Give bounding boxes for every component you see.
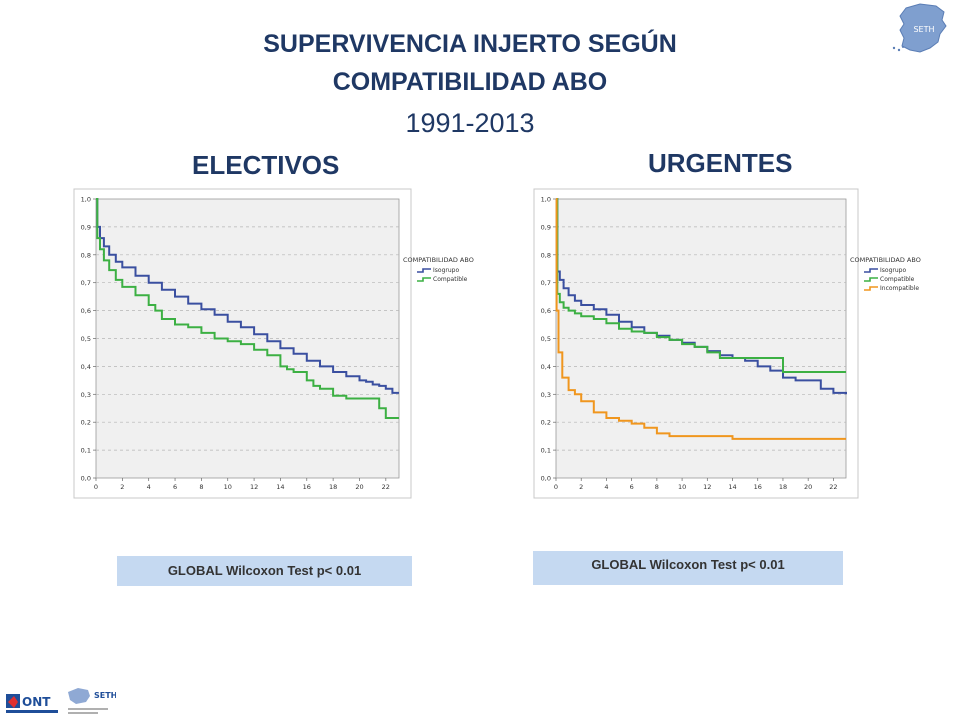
y-tick-label: 1,0 [81,196,91,204]
y-tick-label: 0,9 [541,223,551,231]
x-tick-label: 8 [199,483,203,491]
y-tick-label: 0,4 [81,363,91,371]
legend-title: COMPATIBILIDAD ABO [403,256,474,264]
y-tick-label: 0,0 [541,475,551,483]
legend-entry: Isogrupo [433,267,459,274]
wilcoxon-test-urgentes: GLOBAL Wilcoxon Test p< 0.01 [533,551,843,585]
period-subtitle: 1991-2013 [405,108,535,138]
x-tick-label: 2 [579,483,583,491]
y-tick-label: 0,1 [541,447,551,455]
y-tick-label: 0,4 [541,363,551,371]
x-tick-label: 14 [276,483,284,491]
legend-entry: Compatible [880,276,915,283]
x-tick-label: 4 [604,483,608,491]
map-logo-label: SETH [913,25,934,34]
seth-logo-label: SETH [94,691,116,700]
y-tick-label: 0,5 [81,335,91,343]
legend-swatch [417,277,431,282]
panel-title-urgentes: URGENTES [648,148,793,178]
legend-swatch [417,268,431,273]
y-tick-label: 0,3 [541,391,551,399]
legend-swatch [864,268,878,273]
legend-entry: Isogrupo [880,267,906,274]
y-tick-label: 0,5 [541,335,551,343]
panel-title-electivos: ELECTIVOS [192,150,340,180]
x-tick-label: 18 [779,483,787,491]
legend-entry: Incompatible [880,285,919,292]
x-tick-label: 18 [329,483,337,491]
series-line-compatible [556,198,846,373]
x-tick-label: 8 [655,483,659,491]
x-tick-label: 22 [382,483,390,491]
ont-logo-label: ONT [22,695,51,709]
x-tick-label: 22 [829,483,837,491]
y-tick-label: 0,2 [541,419,551,427]
x-tick-label: 20 [804,483,812,491]
spain-map-logo: SETH [892,3,947,53]
y-tick-label: 0,9 [81,223,91,231]
y-tick-label: 0,6 [541,307,551,315]
x-tick-label: 0 [554,483,558,491]
x-tick-label: 12 [703,483,711,491]
y-tick-label: 0,2 [81,419,91,427]
main-title-line1: SUPERVIVENCIA INJERTO SEGÚN [263,30,677,58]
y-tick-label: 0,8 [541,251,551,259]
y-tick-label: 0,0 [81,475,91,483]
series-line-incompatible [555,198,846,440]
x-tick-label: 12 [250,483,258,491]
x-tick-label: 16 [303,483,311,491]
x-tick-label: 0 [94,483,98,491]
x-tick-label: 4 [147,483,151,491]
x-tick-label: 16 [754,483,762,491]
y-tick-label: 0,6 [81,307,91,315]
legend-swatch [864,286,878,291]
legend-entry: Compatible [433,276,468,283]
y-tick-label: 0,7 [81,279,91,287]
x-tick-label: 6 [173,483,177,491]
legend-swatch [864,277,878,282]
x-tick-label: 14 [728,483,736,491]
main-title-line2: COMPATIBILIDAD ABO [332,68,608,96]
y-tick-label: 0,3 [81,391,91,399]
y-tick-label: 0,7 [541,279,551,287]
y-tick-label: 0,1 [81,447,91,455]
series-line-isogrupo [96,198,399,394]
x-tick-label: 6 [630,483,634,491]
y-tick-label: 0,8 [81,251,91,259]
series-line-compatible [96,198,399,419]
x-tick-label: 10 [678,483,686,491]
legend-title: COMPATIBILIDAD ABO [850,256,921,264]
x-tick-label: 20 [355,483,363,491]
y-tick-label: 1,0 [541,196,551,204]
x-tick-label: 10 [224,483,232,491]
ont-logo: ONT [6,694,58,713]
wilcoxon-test-electivos: GLOBAL Wilcoxon Test p< 0.01 [117,556,412,586]
x-tick-label: 2 [120,483,124,491]
seth-logo: SETH [68,688,116,714]
